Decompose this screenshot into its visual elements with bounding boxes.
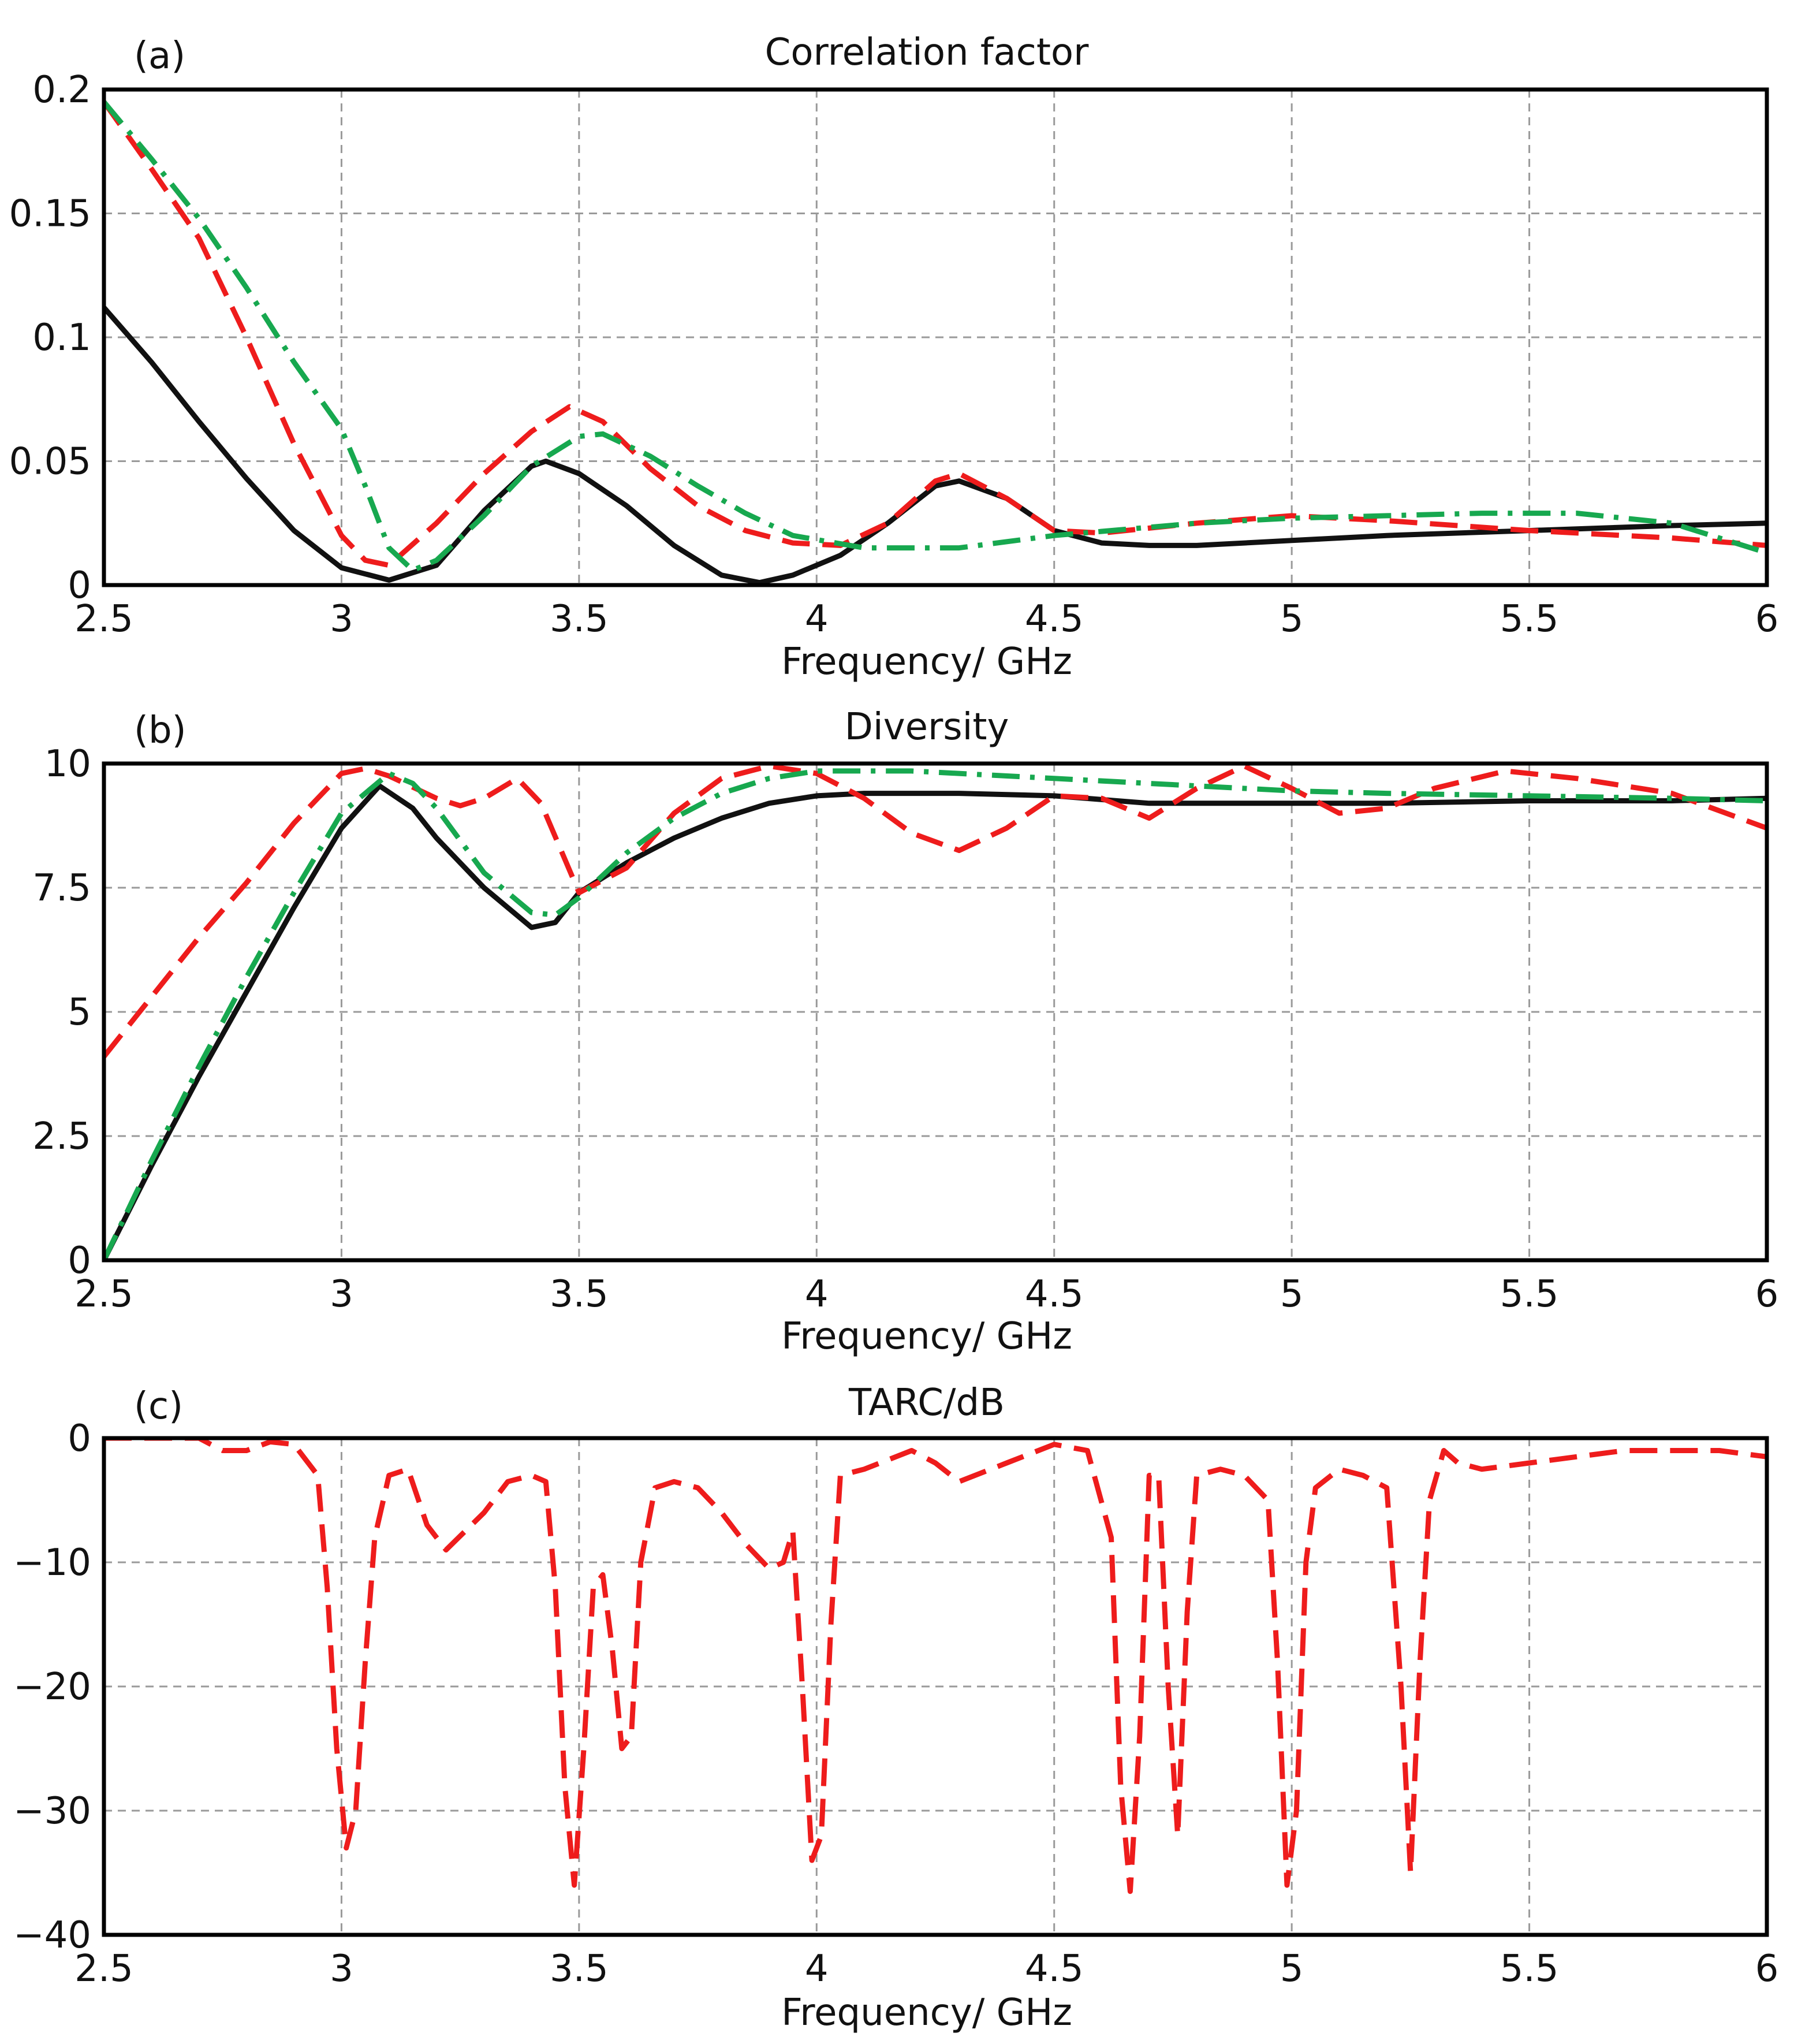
x-tick-label: 5 (1280, 1948, 1304, 1990)
x-tick-label: 4 (805, 1948, 829, 1990)
x-tick-label: 3.5 (550, 1948, 609, 1990)
x-tick-label: 4.5 (1025, 1948, 1084, 1990)
x-tick-label: 4 (805, 598, 829, 641)
x-tick-label: 5 (1280, 598, 1304, 641)
x-tick-label: 5.5 (1500, 1948, 1559, 1990)
x-tick-label: 4.5 (1025, 598, 1084, 641)
y-tick-label: 0 (68, 564, 91, 607)
plot-frame (102, 1436, 1769, 1937)
x-axis-label: Frequency/ GHz (781, 1315, 1072, 1358)
panel-a-correlation-factor: (a) Correlation factor Frequency/ GHz 2.… (9, 31, 1779, 683)
chart-title: TARC/dB (848, 1382, 1005, 1424)
series-line-black-solid (104, 783, 1767, 1260)
panel-b-diversity: (b) Diversity Frequency/ GHz 2.5 3 3.5 4 4.5… (32, 706, 1778, 1358)
series-line-red-dashed (104, 1438, 1767, 1894)
y-tick-label: 10 (44, 743, 91, 785)
x-tick-label: 5.5 (1500, 598, 1559, 641)
y-tick-label: −20 (13, 1666, 91, 1708)
series-line-red-dashed (104, 764, 1767, 1059)
x-tick-label: 2.5 (74, 1948, 133, 1990)
x-tick-label: 5.5 (1500, 1273, 1559, 1316)
x-tick-label: 6 (1755, 1948, 1779, 1990)
series-line-green-dashdot (104, 100, 1767, 573)
chart-title: Correlation factor (765, 31, 1089, 74)
y-tick-label: 0.2 (32, 69, 91, 111)
y-tick-label: −40 (13, 1914, 91, 1957)
y-tick-label: −30 (13, 1790, 91, 1833)
series-line-black-solid (104, 306, 1767, 585)
x-tick-label: 3.5 (550, 1273, 609, 1316)
y-tick-label: 0 (68, 1417, 91, 1460)
series-line-red-dashed (104, 100, 1767, 568)
x-axis-label: Frequency/ GHz (781, 1991, 1072, 2034)
y-tick-label: 2.5 (32, 1115, 91, 1158)
panel-label: (b) (134, 709, 187, 752)
panel-label: (c) (134, 1385, 183, 1428)
y-tick-label: 0.15 (9, 193, 92, 236)
x-tick-label: 2.5 (74, 598, 133, 641)
y-tick-label: 7.5 (32, 867, 91, 910)
plot-frame (102, 761, 1769, 1263)
series-line-green-dashdot (104, 768, 1767, 1260)
y-tick-label: 0.05 (9, 441, 92, 483)
x-tick-label: 5 (1280, 1273, 1304, 1316)
x-tick-label: 3 (330, 1273, 353, 1316)
x-axis-label: Frequency/ GHz (781, 641, 1072, 683)
x-tick-label: 3 (330, 598, 353, 641)
y-tick-label: 0 (68, 1239, 91, 1282)
x-tick-label: 4 (805, 1273, 829, 1316)
x-tick-label: 4.5 (1025, 1273, 1084, 1316)
x-tick-label: 6 (1755, 598, 1779, 641)
panel-label: (a) (134, 35, 185, 77)
plot-frame (102, 87, 1769, 587)
y-tick-label: 0.1 (32, 317, 91, 359)
chart-title: Diversity (845, 706, 1009, 749)
x-tick-label: 2.5 (74, 1273, 133, 1316)
x-tick-label: 3.5 (550, 598, 609, 641)
x-tick-label: 6 (1755, 1273, 1779, 1316)
y-tick-label: 5 (68, 991, 91, 1034)
y-tick-label: −10 (13, 1542, 91, 1584)
panel-c-tarc: (c) TARC/dB Frequency/ GHz 2.5 3 3.5 4 4.5 5 5… (13, 1382, 1778, 2034)
x-tick-label: 3 (330, 1948, 353, 1990)
